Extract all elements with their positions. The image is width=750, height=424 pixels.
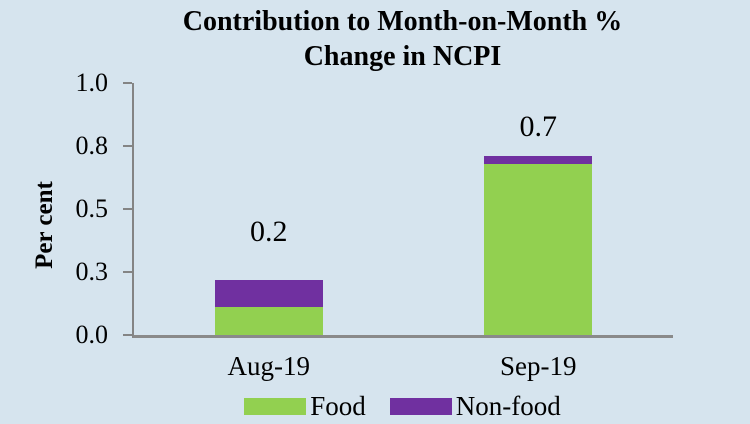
x-axis-label: Sep-19 (500, 351, 577, 381)
chart-title-line1: Contribution to Month-on-Month % (182, 6, 623, 37)
y-tick-mark (123, 334, 132, 336)
chart-title: Contribution to Month-on-Month % Change … (132, 4, 673, 74)
x-axis-label: Aug-19 (227, 351, 311, 381)
legend-swatch-non-food (389, 397, 452, 415)
bar-segment-aug-19-non-food (214, 279, 323, 308)
y-tick-label: 0.3 (75, 257, 109, 286)
chart-title-line2: Change in NCPI (303, 41, 502, 72)
plot-area: 0.2 0.7 (123, 82, 673, 338)
legend-label-food: Food (310, 391, 366, 421)
y-tick-label: 0.5 (75, 194, 109, 223)
legend-item-non-food: Non-food (389, 391, 561, 421)
legend-swatch-food (244, 397, 307, 415)
y-tick-label: 0.8 (75, 131, 109, 160)
y-tick-mark (123, 208, 132, 210)
bar-total-label: 0.2 (250, 214, 288, 248)
legend-label-non-food: Non-food (455, 391, 561, 421)
legend: Food Non-food (132, 391, 673, 421)
bar-segment-sep-19-food (484, 163, 593, 335)
y-axis-tick-labels: 1.0 0.8 0.5 0.3 0.0 (0, 68, 109, 349)
y-tick-mark (123, 271, 132, 273)
bar-segment-aug-19-food (214, 307, 323, 335)
legend-item-food: Food (244, 391, 366, 421)
bar-total-label: 0.7 (519, 110, 558, 144)
y-tick-mark (123, 145, 132, 147)
y-tick-mark (123, 82, 132, 84)
y-tick-label: 1.0 (75, 68, 109, 97)
y-tick-label: 0.0 (75, 320, 109, 349)
x-axis-labels: Aug-19 Sep-19 (132, 351, 673, 383)
bar-segment-sep-19-non-food (484, 156, 593, 164)
